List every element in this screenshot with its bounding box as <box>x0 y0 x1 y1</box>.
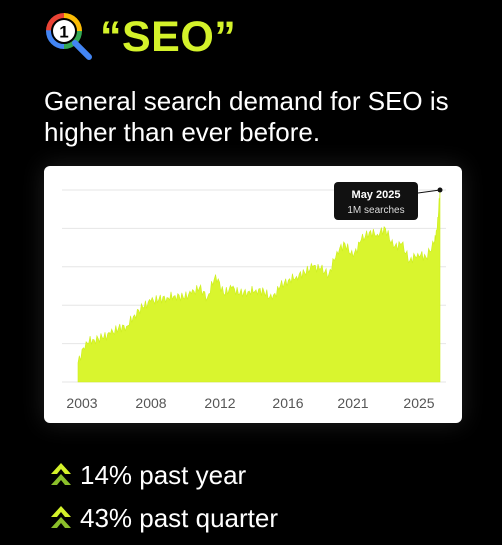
chart-card: 2003 2008 2012 2016 2021 2025 May 2025 1M sear… <box>44 166 462 423</box>
subtitle: General search demand for SEO is higher … <box>44 86 449 147</box>
stat-past-quarter: 43% past quarter <box>80 502 279 533</box>
x-tick-label: 2016 <box>272 395 303 411</box>
stat-past-year: 14% past year <box>80 459 247 490</box>
x-tick-labels: 2003 2008 2012 2016 2021 2025 <box>66 395 434 411</box>
series-area <box>77 189 441 383</box>
tooltip-connector <box>417 189 441 194</box>
stat-item: 14% past year <box>50 455 278 495</box>
x-tick-label: 2008 <box>135 395 166 411</box>
area-chart: 2003 2008 2012 2016 2021 2025 May 2025 1M sear… <box>62 182 446 411</box>
x-tick-label: 2012 <box>204 395 235 411</box>
tooltip-sublabel: 1M searches <box>347 205 404 216</box>
double-chevron-up-icon <box>51 506 71 528</box>
header: 1 “SEO” <box>44 10 236 64</box>
x-tick-label: 2003 <box>66 395 97 411</box>
search-logo-icon: 1 <box>44 10 96 64</box>
logo-number: 1 <box>59 23 68 42</box>
x-tick-label: 2025 <box>403 395 434 411</box>
x-tick-label: 2021 <box>337 395 368 411</box>
double-chevron-up-icon <box>51 463 71 485</box>
tooltip-label: May 2025 <box>352 189 401 201</box>
annotation: May 2025 1M searches <box>334 182 443 220</box>
page-title: “SEO” <box>100 13 237 61</box>
stats-list: 14% past year 43% past quarter <box>50 455 278 541</box>
tooltip-box <box>334 182 418 220</box>
stat-item: 43% past quarter <box>50 498 278 538</box>
tooltip-point <box>437 187 443 193</box>
